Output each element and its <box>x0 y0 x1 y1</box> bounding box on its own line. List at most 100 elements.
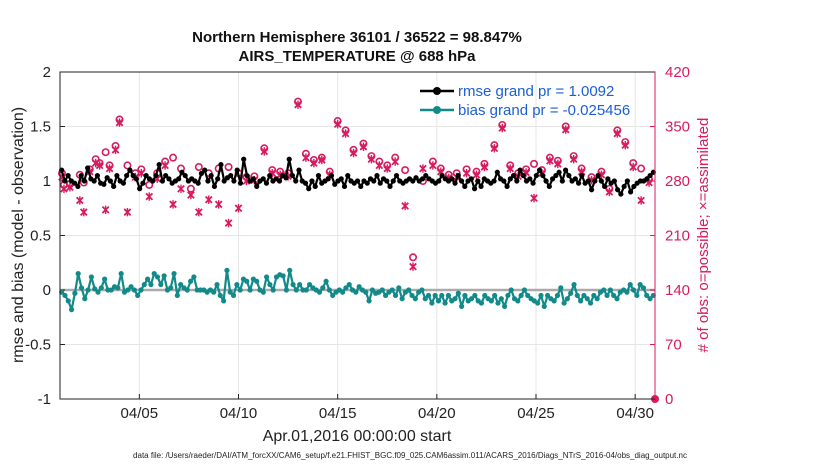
bias-point <box>270 287 276 293</box>
rmse-point <box>234 167 240 173</box>
rmse-point <box>647 172 653 179</box>
obs-possible-marker <box>401 166 410 175</box>
bias-point <box>263 274 270 280</box>
y-tick-label: 0 <box>43 282 51 299</box>
rmse-point <box>276 178 283 184</box>
rmse-point <box>104 175 110 181</box>
obs-assimilated-marker <box>234 204 243 213</box>
rmse-point <box>221 178 227 184</box>
obs-assimilated-marker <box>506 164 515 173</box>
obs-possible-marker <box>145 180 154 189</box>
bias-legend-label: bias grand pr = -0.025456 <box>458 102 630 119</box>
rmse-point <box>517 167 523 173</box>
rmse-point <box>75 183 81 190</box>
bias-point <box>584 296 590 302</box>
rmse-point <box>130 172 136 179</box>
obs-assimilated-marker <box>224 218 233 228</box>
rmse-point <box>78 172 84 179</box>
bias-point <box>604 292 610 299</box>
rmse-point <box>263 180 270 186</box>
rmse-point <box>377 180 383 186</box>
rmse-point <box>471 186 478 192</box>
rmse-point <box>491 178 497 184</box>
bias-point <box>478 300 485 306</box>
bias-point <box>237 287 243 293</box>
bias-point <box>138 287 144 293</box>
rmse-point <box>390 178 396 184</box>
obs-assimilated-marker <box>214 200 223 209</box>
bias-point <box>254 278 260 284</box>
rmse-point <box>507 176 513 182</box>
rmse-point <box>624 178 630 184</box>
right-y-tick-label: 0 <box>665 391 673 408</box>
obs-assimilated-marker <box>161 161 169 170</box>
bias-point <box>306 281 313 288</box>
bias-point <box>260 289 266 295</box>
bias-point <box>148 281 154 288</box>
bias-point <box>406 287 412 293</box>
bias-point <box>115 285 121 291</box>
y-tick-label: 1.5 <box>30 119 51 136</box>
bias-point <box>191 274 197 280</box>
rmse-point <box>176 176 182 182</box>
rmse-point <box>549 176 556 182</box>
rmse-point <box>423 172 429 179</box>
rmse-point <box>208 172 214 179</box>
x-axis-label: Apr.01,2016 00:00:00 start <box>263 428 452 445</box>
rmse-point <box>283 175 289 181</box>
obs-possible-marker <box>530 159 539 168</box>
y-tick-label: 0.5 <box>30 228 51 245</box>
x-tick-label: 04/20 <box>418 405 456 422</box>
bias-point <box>644 292 650 299</box>
obs-assimilated-marker <box>429 161 437 170</box>
obs-assimilated-marker <box>629 162 638 172</box>
bias-point <box>131 287 137 293</box>
obs-assimilated-marker <box>341 129 350 138</box>
rmse-point <box>644 176 650 182</box>
rmse-point <box>475 178 481 184</box>
rmse-point <box>241 156 247 162</box>
bias-point <box>564 296 571 302</box>
bias-point <box>366 298 372 304</box>
rmse-point <box>371 178 377 184</box>
rmse-point <box>364 180 370 186</box>
rmse-point <box>202 167 208 173</box>
bias-point <box>303 287 309 293</box>
rmse-point <box>218 162 224 168</box>
rmse-point <box>127 167 133 173</box>
bias-point <box>227 289 233 295</box>
rmse-point <box>302 180 309 186</box>
y-tick-label: 2 <box>43 64 51 81</box>
obs-assimilated-marker <box>302 153 310 162</box>
obs-assimilated-marker <box>260 147 269 156</box>
rmse-point <box>598 178 604 184</box>
bias-point <box>568 290 574 296</box>
obs-assimilated-marker <box>637 196 645 205</box>
x-tick-label: 04/05 <box>121 405 159 422</box>
obs-assimilated-marker <box>359 142 368 151</box>
rmse-point <box>137 186 143 192</box>
bias-point <box>316 289 323 295</box>
obs-assimilated-marker <box>310 158 318 168</box>
obs-assimilated-marker <box>401 201 409 211</box>
rmse-point <box>413 175 419 181</box>
bias-point <box>92 286 98 292</box>
rmse-point <box>124 172 130 179</box>
rmse-point <box>163 172 169 179</box>
rmse-point <box>478 183 484 190</box>
bias-point <box>515 298 521 304</box>
rmse-point <box>211 183 218 190</box>
bias-point <box>482 292 488 299</box>
bias-point <box>144 276 151 282</box>
obs-possible-marker <box>637 164 646 173</box>
x-tick-label: 04/15 <box>319 405 357 422</box>
rmse-point <box>530 180 536 186</box>
obs-possible-marker <box>169 153 178 162</box>
obs-assimilated-marker <box>317 155 326 165</box>
bias-point <box>419 287 425 293</box>
obs-assimilated-marker <box>111 145 120 155</box>
chart-subtitle: AIRS_TEMPERATURE @ 688 hPa <box>239 48 477 65</box>
rmse-point <box>328 172 335 179</box>
rmse-point <box>296 167 302 173</box>
chart-title: Northern Hemisphere 36101 / 36522 = 98.8… <box>192 29 522 46</box>
